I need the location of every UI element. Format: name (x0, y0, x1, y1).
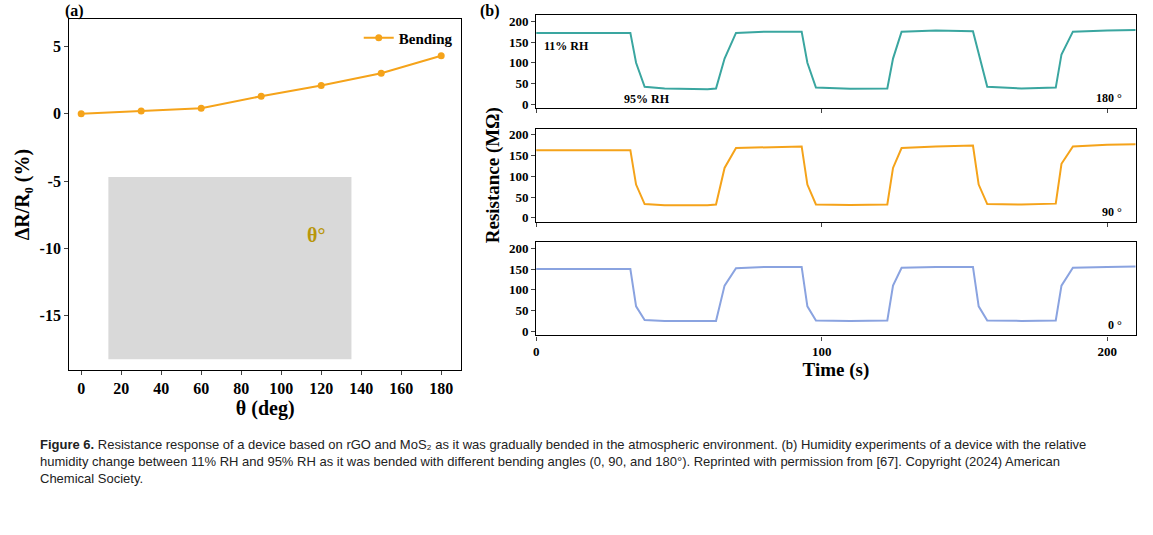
svg-text:20: 20 (113, 380, 129, 397)
svg-text:100: 100 (509, 169, 529, 184)
svg-text:90 °: 90 ° (1102, 205, 1122, 219)
svg-text:200: 200 (509, 241, 529, 256)
svg-text:80: 80 (233, 380, 249, 397)
svg-text:40: 40 (153, 380, 169, 397)
svg-text:50: 50 (515, 190, 528, 205)
svg-text:50: 50 (515, 76, 528, 91)
svg-text:Time (s): Time (s) (803, 359, 870, 381)
svg-text:Bending: Bending (399, 31, 453, 47)
svg-text:11% RH: 11% RH (544, 39, 589, 53)
svg-text:(a): (a) (65, 2, 84, 20)
svg-text:-15: -15 (40, 307, 61, 324)
html-text:Figure 6. Resistance response: Figure 6. Resistance response of a devic… (40, 437, 1087, 486)
svg-text:0: 0 (522, 210, 529, 225)
svg-text:95% RH: 95% RH (624, 92, 670, 106)
svg-text:100: 100 (812, 344, 832, 359)
svg-text:100: 100 (509, 282, 529, 297)
svg-text:0: 0 (522, 97, 529, 112)
svg-text:θ°: θ° (307, 224, 325, 246)
svg-text:0: 0 (522, 324, 529, 339)
svg-text:ΔR/R₀ (%): ΔR/R₀ (%) (11, 149, 34, 240)
svg-text:180: 180 (429, 380, 453, 397)
svg-text:60: 60 (193, 380, 209, 397)
svg-text:100: 100 (509, 55, 529, 70)
svg-text:(b): (b) (480, 2, 500, 20)
svg-text:180 °: 180 ° (1096, 91, 1122, 105)
svg-text:100: 100 (269, 380, 293, 397)
svg-text:200: 200 (509, 127, 529, 142)
svg-text:5: 5 (53, 38, 61, 55)
svg-text:150: 150 (509, 148, 529, 163)
svg-text:0: 0 (77, 380, 85, 397)
svg-text:50: 50 (515, 303, 528, 318)
svg-text:120: 120 (309, 380, 333, 397)
svg-text:160: 160 (389, 380, 413, 397)
svg-text:150: 150 (509, 35, 529, 50)
svg-text:200: 200 (509, 14, 529, 29)
svg-text:0: 0 (53, 105, 61, 122)
svg-text:150: 150 (509, 262, 529, 277)
svg-text:140: 140 (349, 380, 373, 397)
svg-text:θ (deg): θ (deg) (236, 397, 295, 420)
svg-text:-5: -5 (48, 173, 61, 190)
svg-text:200: 200 (1097, 344, 1117, 359)
svg-text:-10: -10 (40, 240, 61, 257)
svg-text:0 °: 0 ° (1108, 318, 1122, 332)
svg-text:Resistance (MΩ): Resistance (MΩ) (482, 107, 504, 243)
svg-text:0: 0 (533, 344, 540, 359)
